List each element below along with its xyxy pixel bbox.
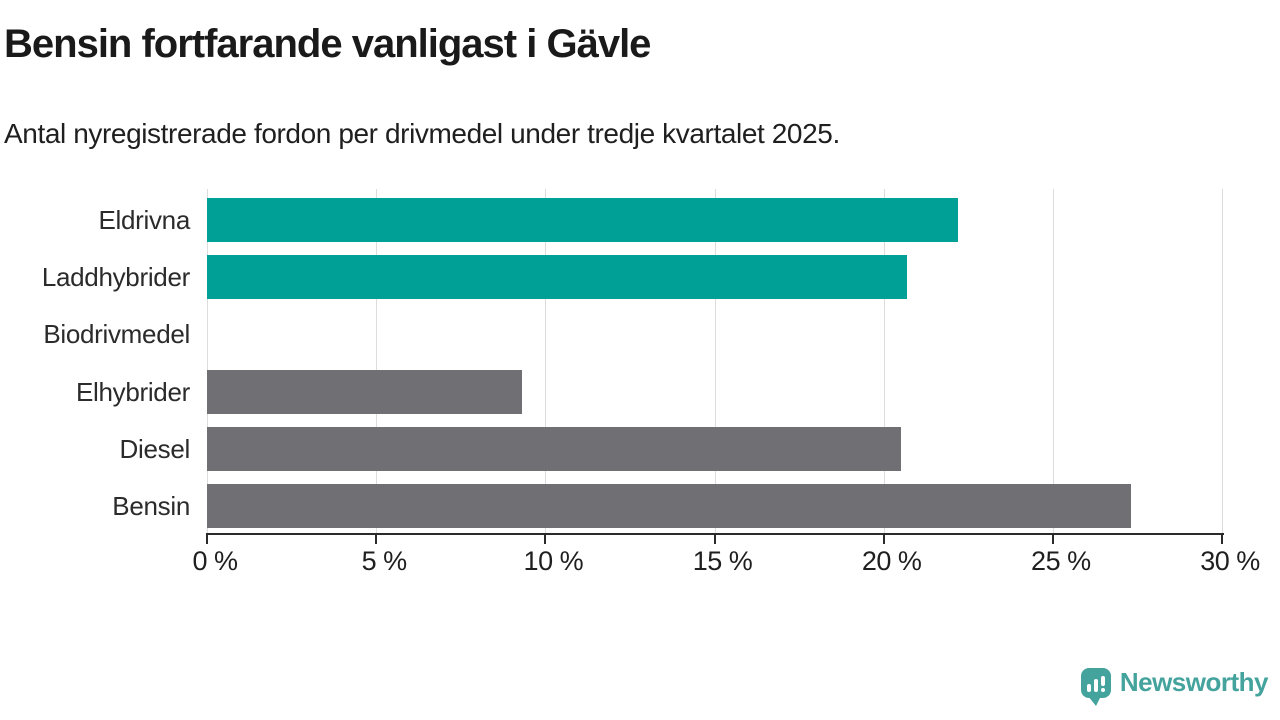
brand-footer: Newsworthy bbox=[1080, 667, 1269, 706]
category-label-laddhybrider: Laddhybrider bbox=[41, 262, 190, 292]
page-title: Bensin fortfarande vanligast i Gävle bbox=[4, 22, 651, 66]
bar-elhybrider bbox=[207, 369, 522, 414]
category-label-elhybrider: Elhybrider bbox=[75, 376, 190, 407]
axis-tick-0 bbox=[206, 535, 208, 544]
axis-tick-20 bbox=[882, 535, 885, 544]
bar-eldrivna bbox=[207, 197, 959, 242]
tick-label-5: 5 % bbox=[361, 546, 408, 576]
gridline-5 bbox=[376, 189, 378, 533]
tick-label-30: 30 % bbox=[1200, 546, 1260, 576]
gridline-30 bbox=[1222, 189, 1223, 533]
gridline-20 bbox=[883, 189, 885, 533]
gridline-25 bbox=[1052, 189, 1054, 533]
tick-label-25: 25 % bbox=[1031, 546, 1091, 576]
logo-exclamation bbox=[1100, 675, 1105, 692]
logo-bar-tall bbox=[1093, 678, 1098, 692]
axis-tick-15 bbox=[713, 535, 716, 544]
category-label-bensin: Bensin bbox=[112, 491, 190, 522]
logo-bar-chart-glyph bbox=[1081, 668, 1111, 698]
plot-area bbox=[207, 189, 1223, 533]
tick-label-0: 0 % bbox=[192, 546, 238, 576]
tick-label-15: 15 % bbox=[692, 546, 753, 576]
gridline-10 bbox=[545, 189, 547, 533]
axis-tick-10 bbox=[544, 535, 547, 544]
category-label-diesel: Diesel bbox=[119, 434, 191, 464]
category-label-eldrivna: Eldrivna bbox=[98, 204, 190, 235]
category-label-biodrivmedel: Biodrivmedel bbox=[43, 319, 190, 350]
chart-subtitle: Antal nyregistrerade fordon per drivmede… bbox=[4, 118, 840, 149]
brand-name: Newsworthy bbox=[1119, 667, 1269, 697]
x-axis-line bbox=[206, 533, 1224, 535]
logo-bar-small bbox=[1086, 683, 1091, 692]
tick-label-20: 20 % bbox=[861, 546, 922, 576]
bar-bensin bbox=[207, 484, 1131, 529]
bar-laddhybrider bbox=[207, 255, 908, 299]
tick-label-10: 10 % bbox=[523, 546, 584, 576]
bar-diesel bbox=[207, 427, 901, 471]
newsworthy-logo-icon bbox=[1080, 667, 1111, 706]
axis-tick-25 bbox=[1051, 535, 1054, 544]
gridline-15 bbox=[714, 189, 716, 533]
logo-speech-tail bbox=[1087, 695, 1101, 706]
bar-chart: Eldrivna Laddhybrider Biodrivmedel Elhybrid… bbox=[0, 189, 1280, 599]
axis-tick-30 bbox=[1221, 535, 1223, 544]
axis-tick-5 bbox=[375, 535, 378, 544]
gridline-0 bbox=[207, 189, 208, 533]
